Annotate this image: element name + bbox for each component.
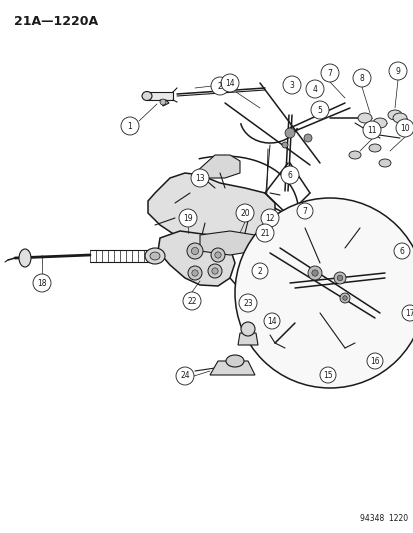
Polygon shape — [195, 155, 240, 178]
Circle shape — [235, 198, 413, 388]
Polygon shape — [199, 231, 259, 255]
Circle shape — [33, 274, 51, 292]
Circle shape — [310, 101, 328, 119]
Polygon shape — [237, 333, 257, 345]
Polygon shape — [158, 231, 235, 286]
Text: 1: 1 — [127, 122, 132, 131]
Circle shape — [214, 252, 221, 258]
Text: 21: 21 — [260, 229, 269, 238]
Text: 8: 8 — [359, 74, 363, 83]
Circle shape — [159, 99, 166, 105]
Circle shape — [303, 134, 311, 142]
Ellipse shape — [145, 248, 165, 264]
Text: 17: 17 — [404, 309, 413, 318]
Text: 7: 7 — [302, 206, 307, 215]
Text: 2: 2 — [217, 82, 222, 91]
Text: 3: 3 — [289, 80, 294, 90]
Text: 13: 13 — [195, 174, 204, 182]
Ellipse shape — [378, 159, 390, 167]
Circle shape — [187, 243, 202, 259]
Ellipse shape — [372, 118, 386, 128]
Circle shape — [183, 292, 201, 310]
Text: 6: 6 — [287, 171, 292, 180]
Text: 2: 2 — [257, 266, 262, 276]
Circle shape — [211, 248, 224, 262]
Ellipse shape — [348, 151, 360, 159]
Ellipse shape — [225, 355, 243, 367]
Circle shape — [121, 117, 139, 135]
Circle shape — [178, 209, 197, 227]
Circle shape — [235, 204, 254, 222]
Circle shape — [190, 169, 209, 187]
Circle shape — [176, 367, 194, 385]
Text: 11: 11 — [366, 125, 376, 134]
Text: 20: 20 — [240, 208, 249, 217]
Circle shape — [207, 264, 221, 278]
Circle shape — [221, 74, 238, 92]
Text: 10: 10 — [399, 124, 409, 133]
Circle shape — [211, 77, 228, 95]
Text: 16: 16 — [369, 357, 379, 366]
Circle shape — [211, 268, 218, 274]
Circle shape — [342, 296, 347, 300]
Circle shape — [339, 293, 349, 303]
Ellipse shape — [392, 113, 406, 123]
Circle shape — [282, 76, 300, 94]
Circle shape — [320, 64, 338, 82]
Circle shape — [305, 80, 323, 98]
Circle shape — [260, 209, 278, 227]
Text: 21A—1220A: 21A—1220A — [14, 15, 98, 28]
Text: 7: 7 — [327, 69, 332, 77]
Circle shape — [333, 272, 345, 284]
Circle shape — [280, 166, 298, 184]
Circle shape — [240, 322, 254, 336]
Text: 9: 9 — [394, 67, 399, 76]
Text: 19: 19 — [183, 214, 192, 222]
Circle shape — [388, 62, 406, 80]
Text: 6: 6 — [399, 246, 404, 255]
Ellipse shape — [142, 92, 152, 101]
Circle shape — [393, 243, 409, 259]
Text: 5: 5 — [317, 106, 322, 115]
Polygon shape — [209, 361, 254, 375]
Ellipse shape — [368, 144, 380, 152]
Circle shape — [401, 305, 413, 321]
Text: 22: 22 — [187, 296, 196, 305]
Circle shape — [188, 266, 202, 280]
Text: 18: 18 — [37, 279, 47, 287]
Circle shape — [319, 367, 335, 383]
Text: 23: 23 — [242, 298, 252, 308]
Circle shape — [238, 294, 256, 312]
Text: 12: 12 — [265, 214, 274, 222]
Polygon shape — [159, 100, 169, 106]
Text: 24: 24 — [180, 372, 189, 381]
Circle shape — [191, 247, 198, 255]
Polygon shape — [147, 92, 173, 100]
Circle shape — [252, 263, 267, 279]
Ellipse shape — [19, 249, 31, 267]
Circle shape — [352, 69, 370, 87]
Polygon shape — [147, 173, 274, 245]
Ellipse shape — [387, 110, 401, 120]
Text: 4: 4 — [312, 85, 317, 93]
Text: 15: 15 — [323, 370, 332, 379]
Ellipse shape — [357, 113, 371, 123]
Circle shape — [311, 270, 317, 276]
Circle shape — [366, 353, 382, 369]
Circle shape — [284, 128, 294, 138]
Text: 94348  1220: 94348 1220 — [359, 514, 407, 523]
Circle shape — [255, 224, 273, 242]
Circle shape — [296, 203, 312, 219]
Text: 14: 14 — [266, 317, 276, 326]
Circle shape — [337, 276, 342, 281]
Circle shape — [191, 270, 198, 276]
Circle shape — [307, 266, 321, 280]
Circle shape — [281, 142, 287, 148]
Circle shape — [263, 313, 279, 329]
Ellipse shape — [150, 252, 159, 260]
Circle shape — [395, 119, 413, 137]
Text: 14: 14 — [225, 78, 234, 87]
Circle shape — [362, 121, 380, 139]
